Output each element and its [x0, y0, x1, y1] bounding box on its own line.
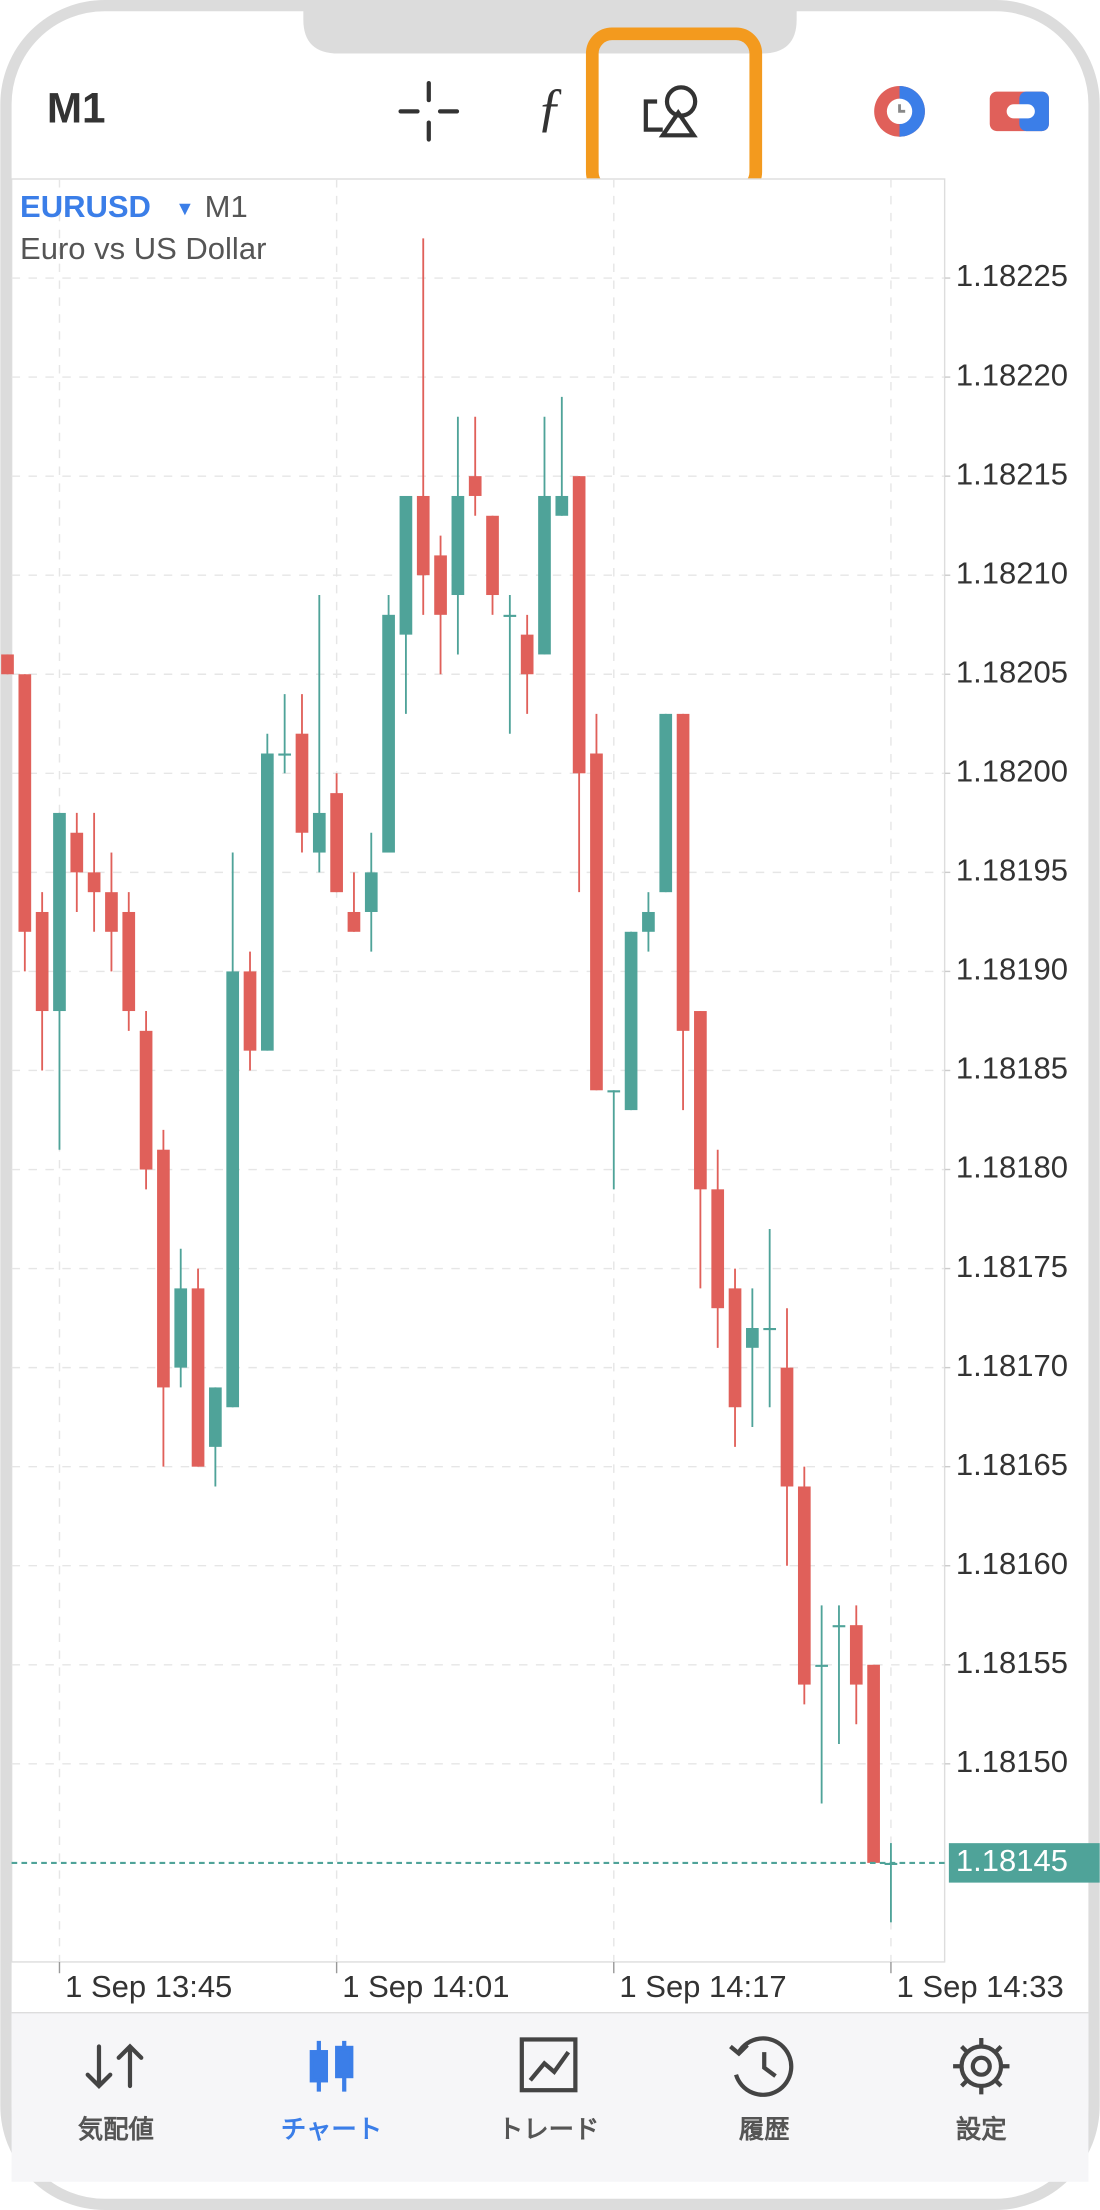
y-tick-label: 1.18205 — [956, 654, 1068, 689]
candle-body — [711, 1189, 725, 1309]
candle-body — [815, 1664, 828, 1667]
candle-body — [555, 495, 569, 516]
objects-icon[interactable] — [643, 85, 698, 138]
tab-label[interactable]: 履歴 — [739, 2116, 790, 2144]
candle-body — [590, 753, 603, 1091]
chart-icon[interactable] — [309, 2040, 354, 2092]
candle-body — [676, 713, 690, 1031]
candle-body — [694, 1011, 707, 1190]
candle-body — [503, 614, 517, 617]
candle-body — [572, 476, 586, 774]
quotes-icon[interactable] — [85, 2043, 144, 2089]
y-tick-label: 1.18225 — [956, 258, 1068, 293]
candle-body — [382, 614, 395, 853]
candle-body — [642, 911, 655, 932]
history-icon[interactable] — [729, 2036, 794, 2097]
candle-body — [832, 1625, 846, 1628]
candle-body — [260, 753, 274, 1051]
candle-body — [659, 713, 673, 893]
y-tick-label: 1.18160 — [956, 1546, 1068, 1581]
y-tick-label: 1.18185 — [956, 1051, 1068, 1086]
y-tick-label: 1.18195 — [956, 853, 1068, 888]
candle-body — [728, 1288, 742, 1408]
candle-body — [399, 495, 413, 635]
candle-body — [624, 931, 638, 1111]
candle-body — [364, 872, 378, 912]
y-tick-label: 1.18165 — [956, 1447, 1068, 1482]
candle-body — [867, 1664, 880, 1863]
trade-icon[interactable] — [874, 85, 925, 137]
tab-label[interactable]: チャート — [281, 2116, 382, 2144]
candle-body — [243, 971, 257, 1051]
y-tick-label: 1.18215 — [956, 456, 1068, 491]
y-tick-label: 1.18170 — [956, 1348, 1068, 1383]
candle-body — [105, 892, 118, 932]
candle-body — [70, 832, 84, 873]
candle-body — [295, 733, 309, 833]
candle-body — [191, 1288, 205, 1467]
x-tick-label: 1 Sep 14:01 — [342, 1969, 509, 2004]
symbol[interactable]: EURUSD — [20, 189, 151, 224]
candle-body — [538, 495, 551, 655]
symbol-description: Euro vs US Dollar — [20, 231, 266, 266]
y-tick-label: 1.18210 — [956, 555, 1068, 590]
candle-body — [607, 1090, 621, 1093]
candle-body — [174, 1288, 188, 1368]
current-price-tag — [948, 1843, 1100, 1883]
y-tick-label: 1.18150 — [956, 1744, 1068, 1779]
crosshair-icon[interactable] — [398, 81, 460, 142]
x-tick-label: 1 Sep 14:33 — [897, 1969, 1064, 2004]
candle-body — [122, 911, 136, 1012]
candle-body — [746, 1328, 759, 1348]
candle-body — [486, 515, 499, 596]
tab-label[interactable]: トレード — [498, 2116, 599, 2144]
settings-icon[interactable] — [953, 2038, 1010, 2095]
symbol-dropdown[interactable]: ▼ — [175, 198, 195, 220]
candle-body — [18, 674, 32, 932]
x-tick-label: 1 Sep 14:17 — [619, 1969, 786, 2004]
candle-body — [416, 495, 430, 576]
indicator-icon[interactable]: ƒ — [537, 77, 564, 137]
account-icon[interactable] — [989, 91, 1049, 132]
notch — [303, 0, 797, 54]
candle-body — [763, 1328, 777, 1331]
trade-tab-icon[interactable] — [519, 2037, 578, 2093]
tab-label[interactable]: 気配値 — [78, 2115, 154, 2144]
y-tick-label: 1.18175 — [956, 1249, 1068, 1284]
current-price-label: 1.18145 — [956, 1843, 1068, 1878]
candle-body — [157, 1149, 170, 1388]
y-tick-label: 1.18220 — [956, 357, 1068, 392]
candle-body — [209, 1387, 222, 1447]
candle-body — [312, 812, 326, 853]
x-tick-label: 1 Sep 13:45 — [65, 1969, 232, 2004]
candle-body — [139, 1030, 153, 1170]
chart-timeframe: M1 — [205, 189, 248, 224]
timeframe-button[interactable]: M1 — [47, 85, 106, 132]
candle-body — [35, 911, 49, 1012]
y-tick-label: 1.18200 — [956, 753, 1068, 788]
candle-body — [278, 753, 292, 756]
candle-body — [330, 793, 343, 893]
y-tick-label: 1.18155 — [956, 1645, 1068, 1680]
y-tick-label: 1.18180 — [956, 1150, 1068, 1185]
candle-body — [468, 476, 482, 496]
candle-body — [434, 555, 447, 615]
candle-body — [451, 495, 465, 596]
tab-label[interactable]: 設定 — [956, 2115, 1007, 2144]
candle-body — [87, 872, 101, 893]
candle-body — [797, 1486, 811, 1685]
y-tick-label: 1.18190 — [956, 952, 1068, 987]
candle-body — [347, 911, 361, 932]
candle-body — [780, 1367, 794, 1487]
candle-body — [53, 812, 66, 1012]
candle-body — [226, 971, 240, 1408]
candle-body — [520, 634, 534, 675]
candle-body — [1, 654, 14, 675]
candle-body — [849, 1625, 863, 1685]
